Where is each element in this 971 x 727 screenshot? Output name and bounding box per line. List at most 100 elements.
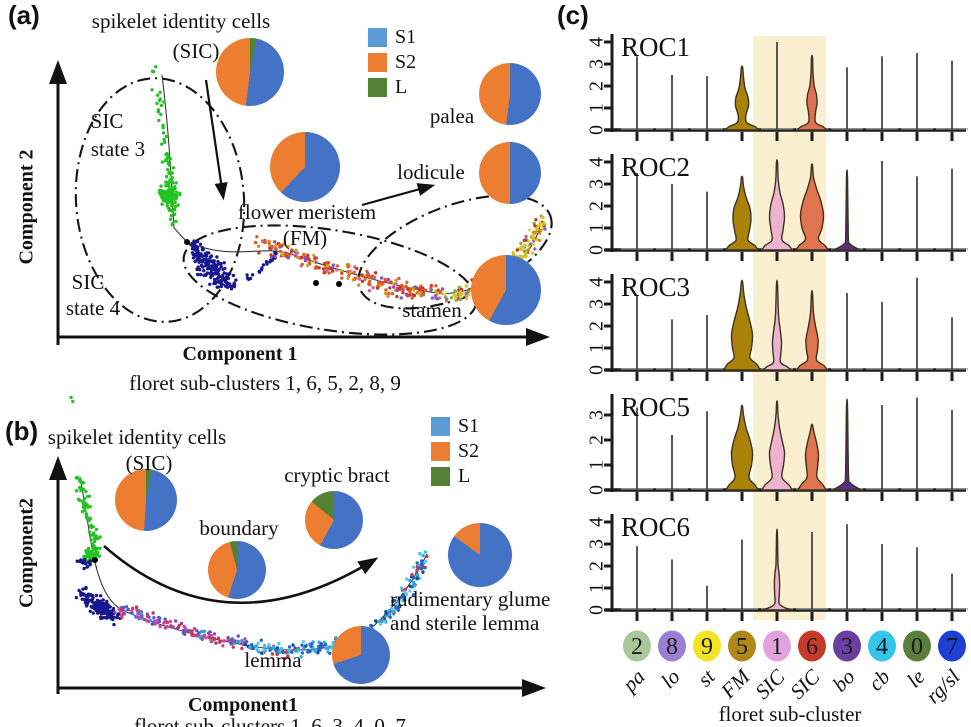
violin-ROC1-SIC1 <box>761 42 793 130</box>
y-tick-label: 2 <box>586 435 608 445</box>
violin-ROC5-cb4 <box>866 405 898 490</box>
y-tick-label: 1 <box>586 223 608 233</box>
violin-ROC2-rg/sl7 <box>936 168 968 250</box>
violin-subplot-title: ROC5 <box>621 392 690 422</box>
legend-label: S1 <box>395 26 417 48</box>
cluster-number: 5 <box>736 634 748 660</box>
violin-ROC1-SIC6 <box>795 54 829 131</box>
cluster-tick-SIC-6: 6 SIC <box>785 630 826 704</box>
y-tick-label: 2 <box>586 561 608 571</box>
label-stamen: stamen <box>402 298 462 322</box>
violin-ROC2-le0 <box>901 176 933 250</box>
legend-label: S2 <box>458 440 480 462</box>
scatter-cluster <box>74 475 102 556</box>
cluster-label: SIC <box>785 664 825 704</box>
cluster-label: pa <box>616 665 649 698</box>
y-tick-label: 1 <box>586 343 608 353</box>
pie-b-lemma <box>332 626 390 684</box>
s2-swatch <box>431 442 450 461</box>
violin-ROC6-pa2 <box>621 546 653 610</box>
violin-ROC1-st9 <box>691 76 723 130</box>
cluster-tick-cb-4: 4 cb <box>864 630 896 696</box>
violin-ROC2-bo3 <box>831 169 863 251</box>
y-tick-label: 3 <box>586 410 608 420</box>
cluster-color-circle <box>693 630 721 662</box>
violin-ROC1-FM5 <box>723 65 761 131</box>
panel-a-x-axis-label: Component 1 <box>182 343 298 365</box>
violin-ROC6-lo8 <box>656 559 688 610</box>
scatter-cluster <box>150 65 178 227</box>
y-tick-label: 2 <box>586 201 608 211</box>
violin-ROC3-rg/sl7 <box>936 317 968 370</box>
cluster-color-circle <box>903 630 931 662</box>
cluster-color-circle <box>798 630 826 662</box>
cluster-number: 6 <box>806 634 818 660</box>
violin-ROC2-st9 <box>691 191 723 250</box>
label-sic-state3-line2: state 3 <box>90 137 146 161</box>
scatter-cluster <box>75 557 93 571</box>
violin-ROC3-SIC1 <box>761 279 793 371</box>
cluster-tick-bo-3: 3 bo <box>828 630 861 696</box>
panel-a-title-line1: spikelet identity cells <box>91 9 271 33</box>
cluster-number: 2 <box>631 634 643 660</box>
branch-node <box>184 239 190 245</box>
violin-ROC3-pa2 <box>621 295 653 370</box>
pie-b-cryptic <box>305 491 363 549</box>
violin-subplot-title: ROC3 <box>621 272 690 302</box>
s2-swatch <box>368 53 387 72</box>
violin-ROC5-FM5 <box>724 404 760 491</box>
legend-item-s1: S1 <box>431 415 479 437</box>
label-sic-state3-line1: SIC <box>90 109 124 133</box>
violin-ROC3-lo8 <box>656 319 688 370</box>
label-sic-state4-line2: state 4 <box>65 296 121 320</box>
cluster-label: rg/sl <box>921 664 965 708</box>
panel-c-tag: (c) <box>557 0 589 30</box>
pie-a-palea <box>479 63 541 125</box>
dash-dot-ellipse <box>74 77 246 323</box>
cluster-color-circle <box>763 630 791 662</box>
branch-node <box>92 557 98 563</box>
scatter-cluster <box>158 181 182 208</box>
cluster-number: 4 <box>876 634 888 660</box>
legend-item-s1: S1 <box>368 26 417 48</box>
y-tick-label: 0 <box>586 485 608 495</box>
pie-a-stamen <box>471 255 541 325</box>
label-flower-meristem: flower meristem <box>237 200 377 224</box>
annotation-arrow <box>204 79 228 201</box>
label-cryptic-bract: cryptic bract <box>284 463 390 487</box>
violin-ROC2-cb4 <box>866 160 898 250</box>
l-swatch <box>431 467 450 486</box>
cluster-number: 1 <box>771 634 783 660</box>
y-tick-label: 2 <box>586 81 608 91</box>
violin-ROC2-pa2 <box>621 173 653 250</box>
legend-panel-b: S1 S2 L <box>431 415 480 492</box>
pie-b-rudimentary <box>448 523 512 587</box>
violin-ROC6-FM5 <box>726 539 758 610</box>
cluster-tick-st-9: 9st <box>693 630 721 691</box>
cluster-number: 8 <box>666 634 678 660</box>
violin-ROC5-st9 <box>691 411 723 490</box>
dash-dot-ellipse <box>357 194 553 310</box>
y-tick-label: 4 <box>586 517 608 527</box>
y-tick-label: 3 <box>586 299 608 309</box>
legend-panel-a: S1 S2 L <box>368 26 417 103</box>
panel-a-y-axis-label: Component 2 <box>15 149 38 265</box>
annotation-arrow <box>361 183 436 207</box>
pie-b-boundary <box>208 541 266 599</box>
l-swatch <box>368 78 387 97</box>
legend-label: L <box>458 465 471 487</box>
y-tick-label: 1 <box>586 103 608 113</box>
panel-a-tag: (a) <box>8 0 40 30</box>
violin-ROC6-SIC1 <box>761 528 793 611</box>
violin-ROC5-le0 <box>901 397 933 490</box>
scatter-cluster <box>231 251 278 289</box>
cluster-number: 0 <box>911 634 923 660</box>
y-tick-label: 4 <box>586 37 608 47</box>
pie-a-lodicule <box>479 142 541 204</box>
label-rudimentary-glume-line1: rudimentary glume <box>390 587 551 611</box>
y-tick-label: 0 <box>586 245 608 255</box>
violin-ROC2-SIC6 <box>794 163 830 251</box>
pie-a-fm <box>270 132 340 202</box>
label-palea: palea <box>429 104 475 128</box>
